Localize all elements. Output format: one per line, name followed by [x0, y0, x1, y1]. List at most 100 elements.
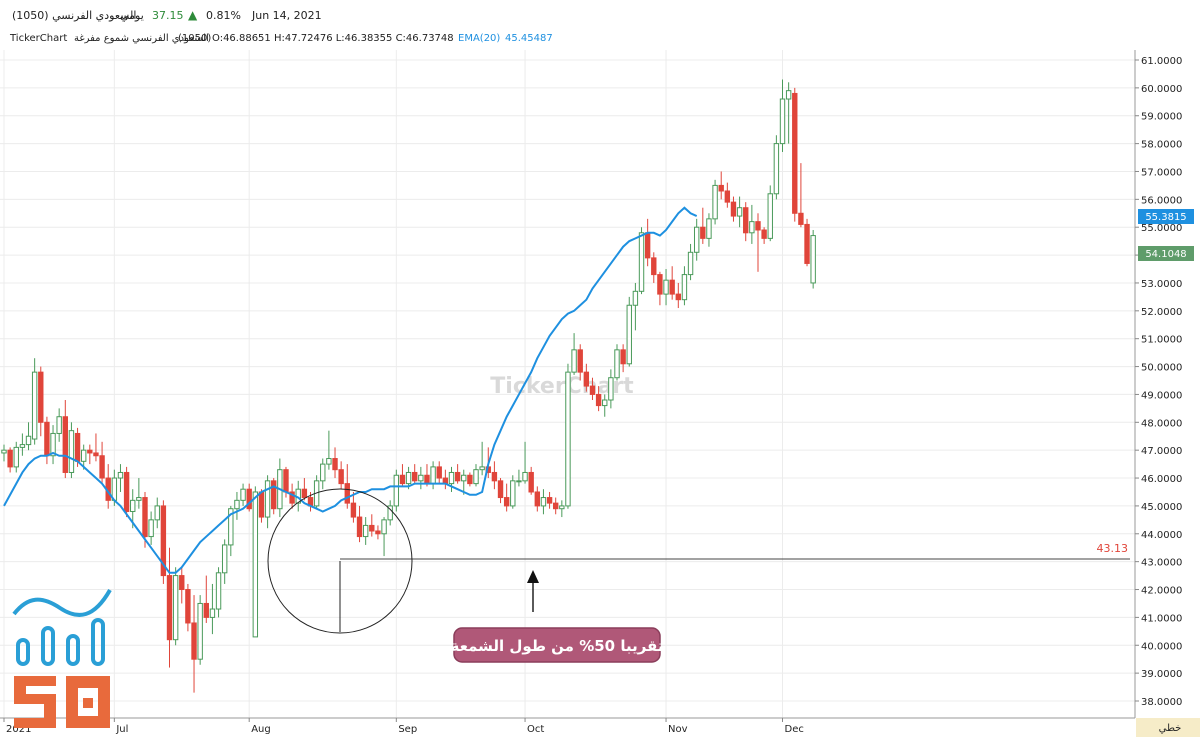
candle: [19, 433, 26, 456]
candle-body: [424, 474, 430, 485]
candle: [252, 486, 259, 638]
candle-body: [467, 474, 473, 485]
candle: [1, 444, 7, 462]
candle: [160, 500, 167, 584]
candle: [234, 491, 240, 520]
candle-body: [142, 497, 148, 538]
candle-body: [503, 497, 510, 507]
candle: [651, 252, 657, 283]
candle: [497, 478, 504, 504]
candle-body: [454, 471, 461, 482]
chart-description: السعودي الفرنسي شموع مفرغة: [74, 33, 209, 44]
candle-body: [479, 466, 485, 471]
symbol-code: (1050): [178, 33, 212, 44]
candle: [381, 517, 387, 557]
candle-body: [160, 505, 167, 577]
candle: [436, 461, 442, 484]
symbol-name[interactable]: السعودي الفرنسي (1050): [12, 9, 137, 22]
candle: [99, 441, 105, 484]
candle: [123, 466, 130, 518]
candle: [356, 505, 363, 543]
candle: [154, 497, 160, 529]
candle: [724, 182, 731, 208]
candle: [393, 469, 400, 512]
candle-body: [154, 505, 160, 521]
candle-body: [534, 491, 541, 507]
candle-body: [320, 463, 326, 482]
y-tick-label: 50.0000: [1141, 363, 1182, 374]
candle-body: [240, 488, 246, 501]
candle-body: [430, 466, 436, 485]
candle: [553, 497, 559, 515]
candle-body: [736, 207, 743, 217]
candle: [528, 466, 534, 495]
axis-mode-button[interactable]: [1136, 718, 1200, 737]
candle: [681, 266, 688, 306]
y-tick-label: 60.0000: [1141, 84, 1182, 95]
ema-indicator-label[interactable]: EMA(20): [458, 33, 501, 44]
candle: [736, 196, 743, 228]
y-tick-label: 39.0000: [1141, 669, 1182, 680]
candle-body: [473, 469, 479, 485]
candle: [448, 466, 455, 492]
candle: [31, 358, 38, 445]
candle: [540, 489, 547, 515]
candle: [773, 135, 780, 200]
candle-body: [553, 502, 559, 510]
candle: [289, 483, 295, 509]
header-bar: السعودي الفرنسي (1050) يومي 37.15 ▲ 0.81…: [0, 0, 1200, 32]
candle-body: [589, 385, 596, 395]
candle-body: [338, 469, 344, 485]
candle-body: [62, 416, 68, 473]
candle-body: [516, 480, 522, 483]
candle-body: [528, 471, 534, 493]
ohlc-values: O:46.88651 H:47.72476 L:46.38355 C:46.73…: [212, 33, 454, 44]
candle: [571, 333, 577, 375]
y-tick-label: 56.0000: [1141, 195, 1182, 206]
candle: [743, 202, 749, 242]
candle: [350, 491, 357, 523]
candle: [718, 171, 724, 200]
candle-body: [651, 257, 657, 276]
candle-body: [804, 223, 810, 264]
candle-body: [203, 602, 209, 618]
candle-body: [730, 201, 737, 217]
candle: [693, 218, 700, 261]
candle-body: [209, 608, 216, 618]
candle: [608, 369, 614, 409]
candle-body: [166, 575, 173, 641]
candle-body: [418, 474, 424, 482]
candle-body: [13, 446, 19, 468]
candle: [461, 469, 467, 495]
candle: [626, 296, 632, 367]
candle-body: [356, 516, 363, 538]
candle: [767, 185, 773, 242]
ema-price-tag-label: 55.3815: [1145, 212, 1186, 223]
candle: [430, 461, 436, 490]
candle: [792, 87, 798, 222]
candle: [583, 363, 590, 392]
y-tick-label: 55.0000: [1141, 223, 1182, 234]
y-tick-label: 58.0000: [1141, 140, 1182, 151]
y-tick-label: 51.0000: [1141, 335, 1182, 346]
candle: [362, 517, 369, 545]
candle-body: [755, 221, 761, 231]
candle-body: [228, 508, 234, 546]
candle: [56, 408, 62, 442]
candle: [246, 483, 252, 512]
candle: [172, 567, 179, 646]
candle-body: [38, 371, 44, 423]
x-tick-label: Sep: [398, 724, 417, 735]
candle: [221, 539, 228, 584]
candle: [38, 366, 44, 437]
candle-body: [712, 184, 718, 220]
candle-body: [693, 226, 700, 253]
candle-body: [412, 471, 418, 482]
candle: [326, 430, 332, 470]
candle: [68, 422, 75, 479]
candle-body: [510, 480, 516, 507]
annotation-box: [453, 627, 661, 663]
period-label[interactable]: يومي: [120, 9, 144, 22]
candle: [602, 394, 608, 417]
